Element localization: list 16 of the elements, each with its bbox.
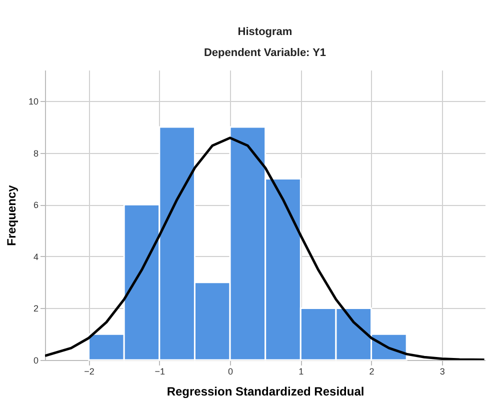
chart-subtitle: Dependent Variable: Y1 [204,47,326,59]
y-tick-label: 4 [33,252,38,262]
y-tick-label: 0 [33,356,38,366]
x-tick-label: −1 [154,366,166,376]
y-tick-label: 8 [33,148,38,158]
y-tick-label: 6 [33,200,38,210]
x-tick-label: 3 [440,366,445,376]
x-tick-label: 1 [298,366,304,376]
y-tick-label: 10 [28,96,38,107]
y-axis-title: Frequency [4,184,18,246]
x-tick-label: 2 [369,366,374,376]
chart-title: Histogram [238,26,292,38]
y-tick-label: 2 [33,304,38,314]
x-tick-label: 0 [228,366,234,376]
x-tick-label: −2 [84,366,94,376]
x-axis-title: Regression Standardized Residual [166,384,364,398]
